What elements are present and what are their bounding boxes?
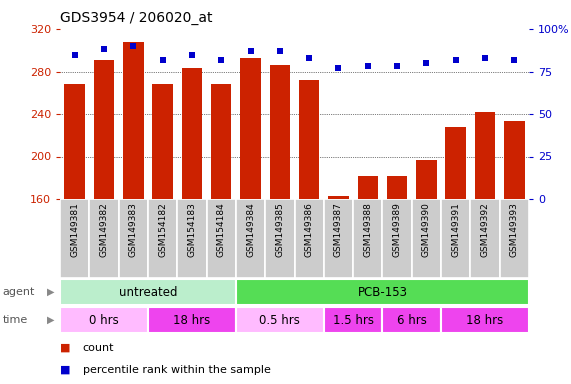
Bar <box>500 199 529 278</box>
Bar <box>416 160 437 199</box>
Text: GSM149389: GSM149389 <box>393 202 401 257</box>
Text: 18 hrs: 18 hrs <box>173 313 211 326</box>
Bar <box>299 80 319 199</box>
Text: ▶: ▶ <box>47 315 55 325</box>
Bar <box>357 175 378 199</box>
Text: PCB-153: PCB-153 <box>357 285 408 298</box>
Text: GSM149392: GSM149392 <box>481 202 489 257</box>
Text: GSM149391: GSM149391 <box>451 202 460 257</box>
Text: untreated: untreated <box>119 285 177 298</box>
Bar <box>328 196 349 199</box>
Text: GSM154183: GSM154183 <box>187 202 196 257</box>
Bar <box>119 199 148 278</box>
Bar <box>236 199 265 278</box>
Bar <box>383 199 412 278</box>
Text: percentile rank within the sample: percentile rank within the sample <box>83 365 271 375</box>
Bar <box>60 280 236 305</box>
Text: count: count <box>83 343 114 353</box>
Text: ■: ■ <box>60 343 70 353</box>
Text: GSM149381: GSM149381 <box>70 202 79 257</box>
Bar <box>383 308 441 333</box>
Bar <box>504 121 525 199</box>
Text: GSM149383: GSM149383 <box>129 202 138 257</box>
Text: GSM149393: GSM149393 <box>510 202 519 257</box>
Bar <box>152 84 173 199</box>
Bar <box>240 58 261 199</box>
Bar <box>148 199 177 278</box>
Text: GSM149386: GSM149386 <box>305 202 313 257</box>
Bar <box>94 60 114 199</box>
Bar <box>445 127 466 199</box>
Bar <box>60 199 89 278</box>
Text: GSM149382: GSM149382 <box>99 202 108 257</box>
Text: GDS3954 / 206020_at: GDS3954 / 206020_at <box>60 11 212 25</box>
Text: 1.5 hrs: 1.5 hrs <box>333 313 373 326</box>
Bar <box>270 65 290 199</box>
Bar <box>324 308 383 333</box>
Bar <box>236 280 529 305</box>
Text: agent: agent <box>3 287 35 297</box>
Text: GSM149387: GSM149387 <box>334 202 343 257</box>
Text: 0.5 hrs: 0.5 hrs <box>259 313 300 326</box>
Bar <box>387 175 407 199</box>
Bar <box>60 308 148 333</box>
Text: 6 hrs: 6 hrs <box>397 313 427 326</box>
Bar <box>177 199 207 278</box>
Text: GSM149390: GSM149390 <box>422 202 431 257</box>
Bar <box>441 199 471 278</box>
Bar <box>236 308 324 333</box>
Bar <box>475 112 495 199</box>
Text: GSM149388: GSM149388 <box>363 202 372 257</box>
Bar <box>89 199 119 278</box>
Bar <box>65 84 85 199</box>
Bar <box>148 308 236 333</box>
Bar <box>182 68 202 199</box>
Bar <box>324 199 353 278</box>
Text: ▶: ▶ <box>47 287 55 297</box>
Bar <box>441 308 529 333</box>
Bar <box>412 199 441 278</box>
Bar <box>123 42 143 199</box>
Bar <box>295 199 324 278</box>
Text: 0 hrs: 0 hrs <box>89 313 119 326</box>
Text: GSM149384: GSM149384 <box>246 202 255 257</box>
Text: GSM154182: GSM154182 <box>158 202 167 257</box>
Bar <box>207 199 236 278</box>
Text: GSM154184: GSM154184 <box>217 202 226 257</box>
Bar <box>471 199 500 278</box>
Text: GSM149385: GSM149385 <box>275 202 284 257</box>
Bar <box>265 199 295 278</box>
Bar <box>211 84 231 199</box>
Bar <box>353 199 383 278</box>
Text: time: time <box>3 315 28 325</box>
Text: ■: ■ <box>60 365 70 375</box>
Text: 18 hrs: 18 hrs <box>467 313 504 326</box>
